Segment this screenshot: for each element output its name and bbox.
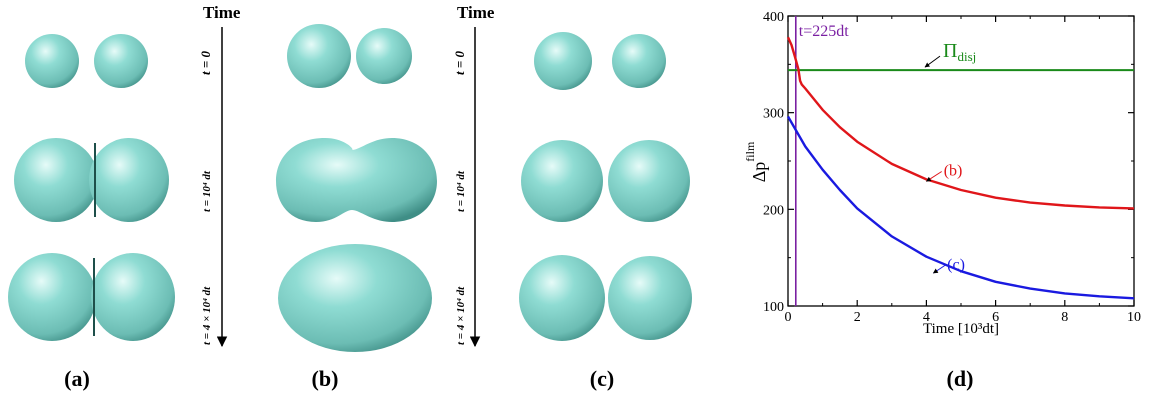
time-label-a-0: t = 0 <box>198 50 213 75</box>
y-tick-label: 300 <box>763 107 784 122</box>
series-annotation: (b) <box>944 163 963 180</box>
y-axis-label: Δpfilm <box>743 141 769 182</box>
droplet <box>25 34 79 88</box>
x-tick-label: 2 <box>854 310 861 325</box>
panel-label-c: (c) <box>589 366 615 391</box>
y-tick-label: 100 <box>763 300 784 315</box>
droplet <box>356 28 412 84</box>
y-axis-label-sup: film <box>743 141 757 162</box>
droplet <box>91 253 175 341</box>
reference-lines: t=225dt Πdisj <box>788 16 1134 306</box>
merged-droplet <box>276 138 437 222</box>
droplet <box>89 138 169 222</box>
x-tick-label: 4 <box>923 310 930 325</box>
droplet <box>608 140 690 222</box>
disjoining-pressure-arrow <box>924 55 941 68</box>
axis-ticks: 0 2 4 6 8 10 100 200 300 400 <box>763 10 1141 325</box>
droplet <box>94 34 148 88</box>
droplet <box>519 255 605 341</box>
droplet <box>608 256 692 340</box>
x-tick-label: 0 <box>785 310 792 325</box>
panel-label-d: (d) <box>946 366 974 391</box>
time-label-a-1: t = 10⁴ dt <box>201 170 213 212</box>
series-annotation-arrow <box>925 171 942 182</box>
x-axis-label: Time [10³dt] <box>923 321 999 337</box>
x-tick-label: 10 <box>1127 310 1141 325</box>
panel-c-droplets <box>519 32 692 341</box>
series-annotation-arrow <box>932 264 946 274</box>
time-title-a: Time <box>203 3 241 22</box>
droplet <box>287 24 351 88</box>
panel-a-droplets <box>8 34 175 341</box>
time-label-a-2: t = 4 × 10⁴ dt <box>201 286 213 345</box>
annotations: (b) (c) <box>925 163 965 274</box>
y-tick-label: 200 <box>763 203 784 218</box>
y-tick-label: 400 <box>763 10 784 25</box>
vertical-marker-label: t=225dt <box>799 23 849 40</box>
svg-text:Δpfilm: Δpfilm <box>743 141 769 182</box>
data-series <box>786 36 1135 300</box>
time-title-c: Time <box>457 3 495 22</box>
merged-droplet <box>278 244 432 352</box>
droplet <box>8 253 96 341</box>
series-annotation: (c) <box>947 256 965 273</box>
series-line <box>786 115 1135 300</box>
x-tick-label: 6 <box>992 310 999 325</box>
series-line <box>786 36 1135 210</box>
y-axis-label-main: Δp <box>749 162 769 183</box>
disjoining-pressure-label: Πdisj <box>943 40 976 64</box>
panel-label-b: (b) <box>311 366 339 391</box>
x-tick-label: 8 <box>1061 310 1068 325</box>
droplet <box>521 140 603 222</box>
time-label-c-2: t = 4 × 10⁴ dt <box>455 286 467 345</box>
droplet <box>534 32 592 90</box>
panel-b-droplets <box>276 24 437 352</box>
droplet <box>612 34 666 88</box>
time-label-c-1: t = 10⁴ dt <box>455 170 467 212</box>
time-label-c-0: t = 0 <box>452 50 467 75</box>
panel-label-a: (a) <box>64 366 90 391</box>
droplet <box>14 138 98 222</box>
